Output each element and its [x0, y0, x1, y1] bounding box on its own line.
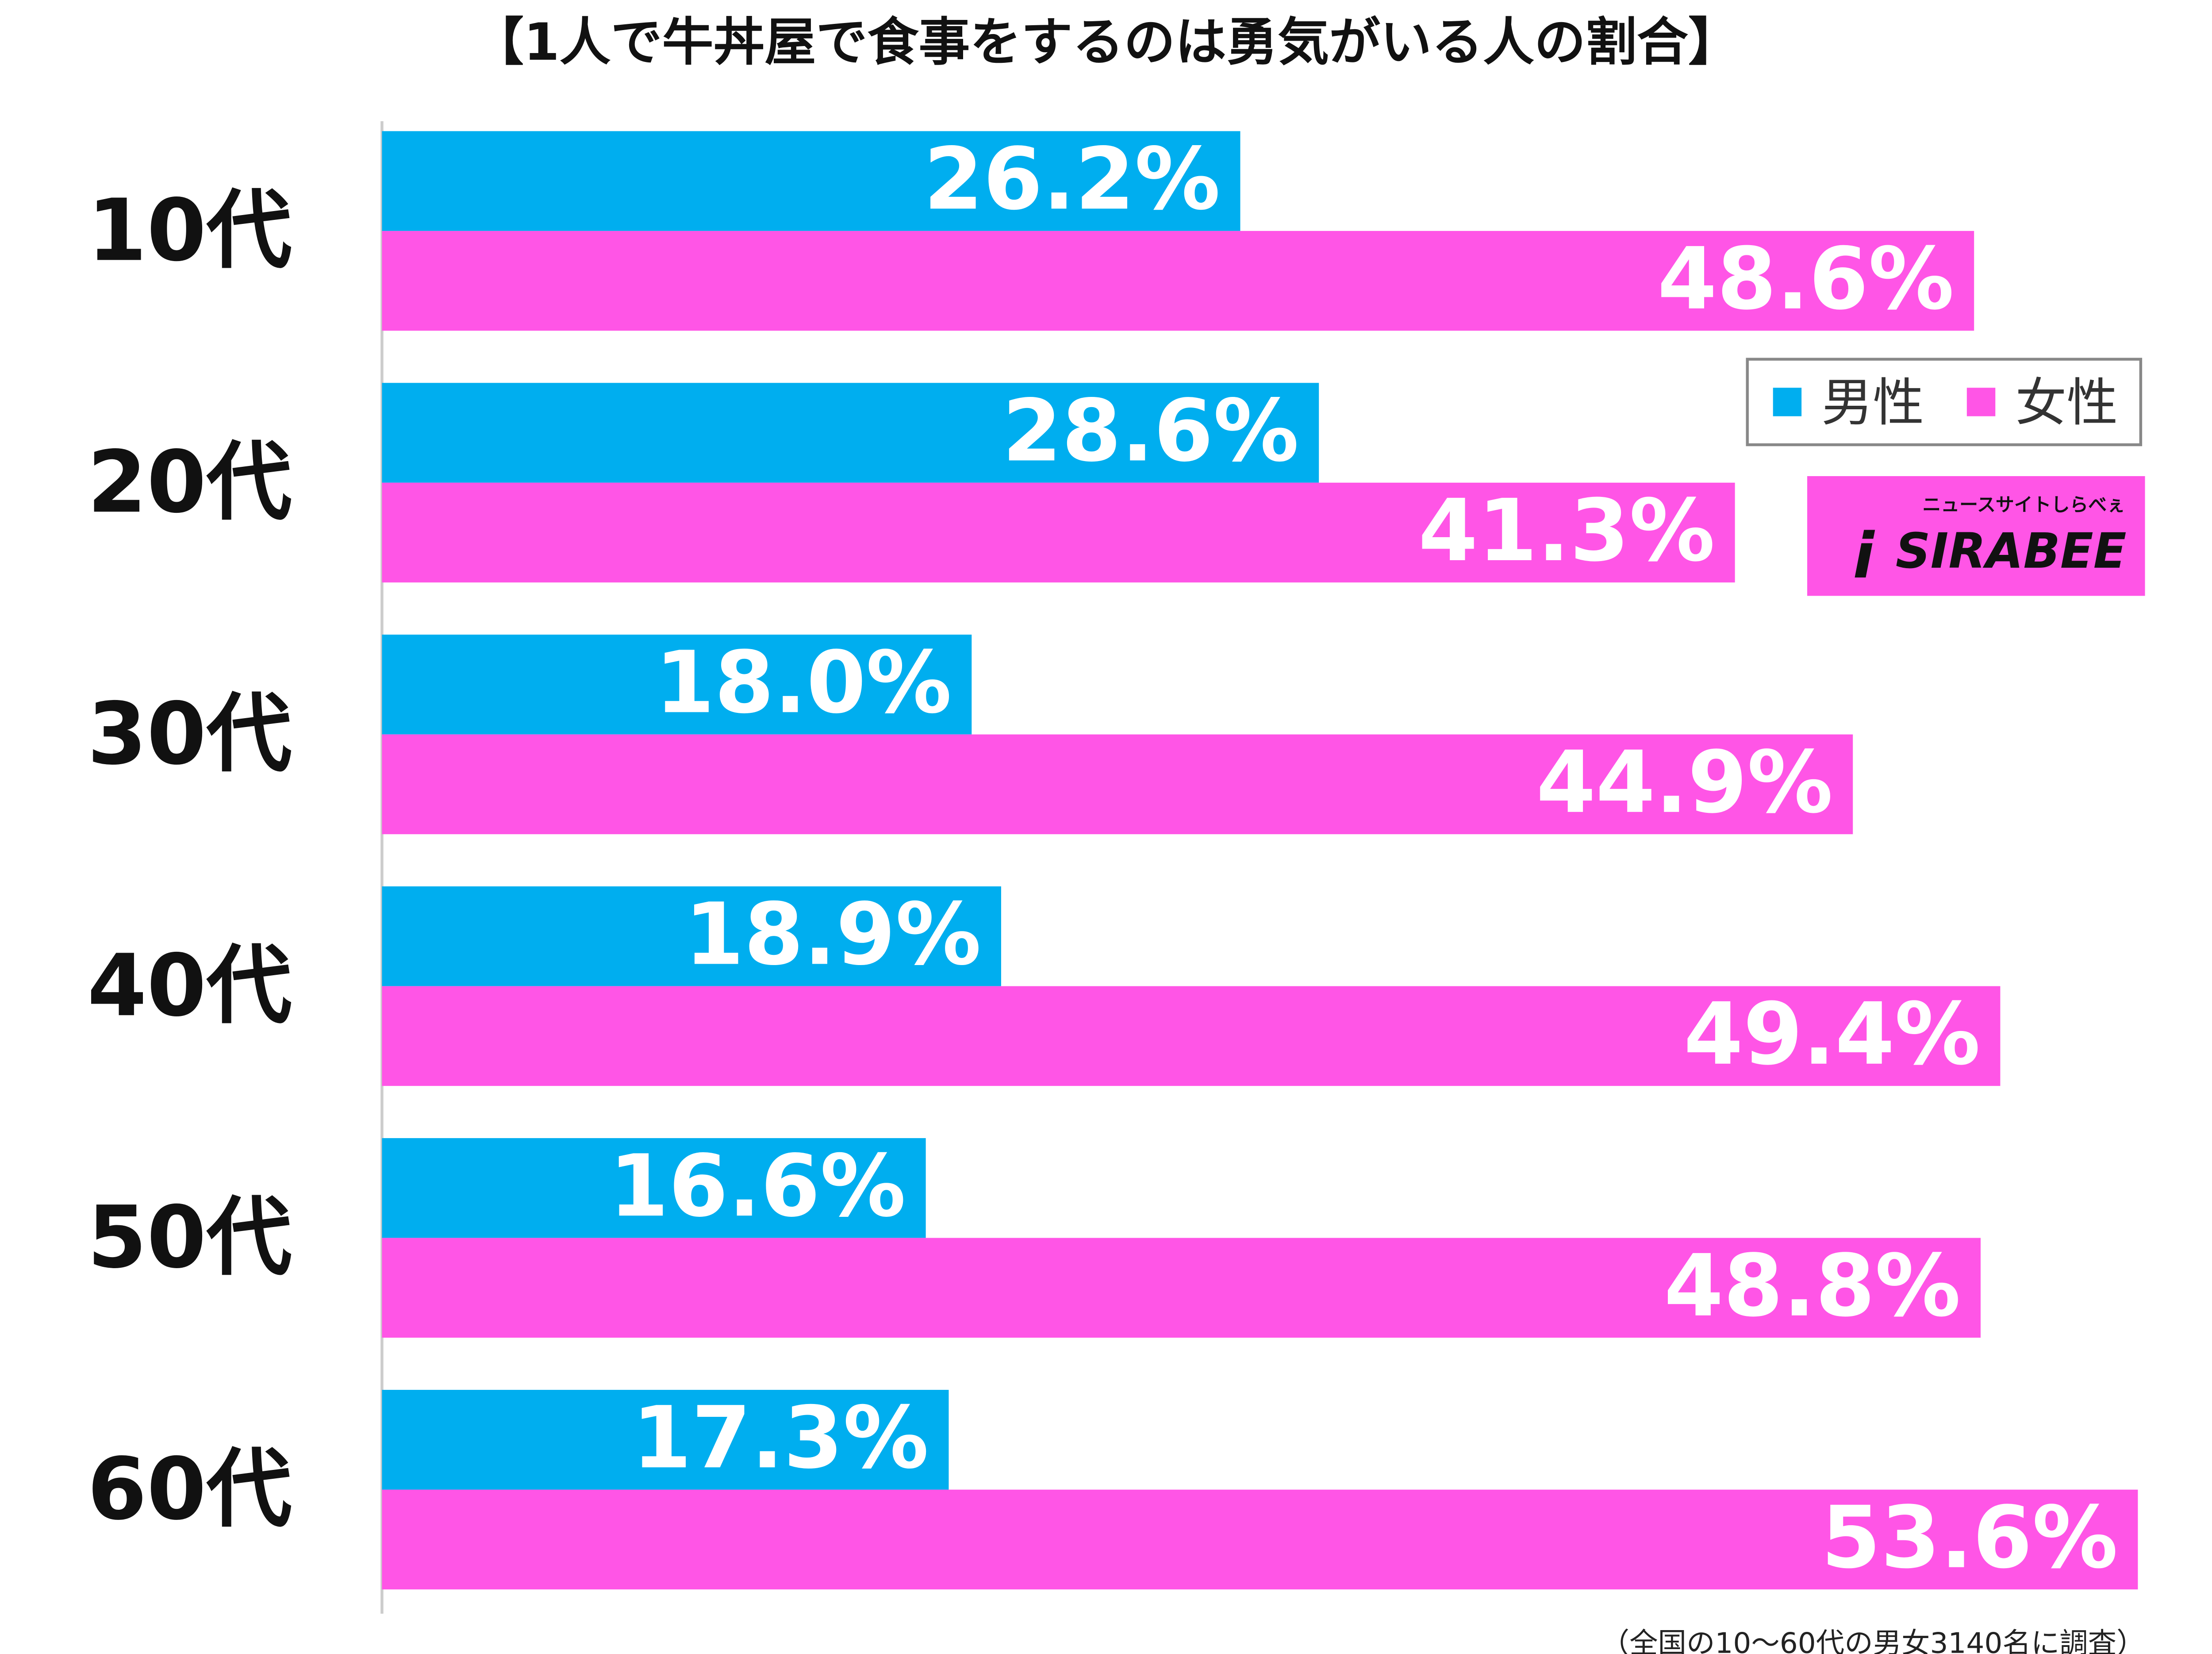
bar: [382, 231, 1974, 331]
logo: i SIRABEE ニュースサイトしらべぇ: [1807, 476, 2145, 596]
logo-text: SIRABEE: [1896, 523, 2127, 579]
value-label: 16.6%: [609, 1136, 906, 1236]
logo-i: i: [1853, 519, 1875, 592]
bar: [382, 131, 1240, 231]
chart-title: 【1人で牛丼屋で食事をするのは勇気がいる人の割合】: [472, 12, 1740, 72]
logo-tagline: ニュースサイトしらべぇ: [1922, 494, 2125, 515]
category-label: 30代: [87, 684, 292, 784]
value-label: 18.9%: [684, 885, 981, 984]
bar: [382, 635, 972, 735]
legend-box: [1746, 358, 2143, 446]
bar: [382, 1138, 926, 1238]
bar: [382, 482, 1735, 583]
value-label: 28.6%: [1002, 381, 1299, 481]
value-label: 18.0%: [655, 633, 952, 732]
bar: [382, 1489, 2138, 1590]
value-label: 44.9%: [1536, 733, 1833, 832]
value-label: 26.2%: [924, 130, 1221, 229]
legend-label: 女性: [2015, 373, 2118, 433]
value-label: 49.4%: [1684, 985, 1981, 1084]
value-label: 53.6%: [1821, 1488, 2118, 1588]
bar: [382, 886, 1001, 986]
legend-label: 男性: [1821, 373, 1924, 433]
legend-swatch: [1966, 388, 1996, 416]
value-label: 48.6%: [1658, 229, 1955, 329]
category-label: 20代: [87, 432, 292, 532]
category-label: 60代: [87, 1439, 292, 1539]
bar: [382, 1238, 1981, 1338]
category-label: 40代: [87, 936, 292, 1035]
value-label: 41.3%: [1418, 481, 1715, 581]
footnote: （全国の10〜60代の男女3140名に調査）: [1601, 1627, 2145, 1654]
category-label: 50代: [87, 1188, 292, 1287]
logo-background: [1807, 476, 2145, 596]
value-label: 48.8%: [1664, 1236, 1961, 1336]
category-label: 10代: [87, 181, 292, 281]
bar: [382, 1390, 949, 1490]
value-label: 17.3%: [632, 1388, 929, 1488]
bar: [382, 734, 1853, 835]
bar: [382, 383, 1319, 483]
legend-swatch: [1773, 388, 1802, 416]
bar: [382, 986, 2001, 1086]
